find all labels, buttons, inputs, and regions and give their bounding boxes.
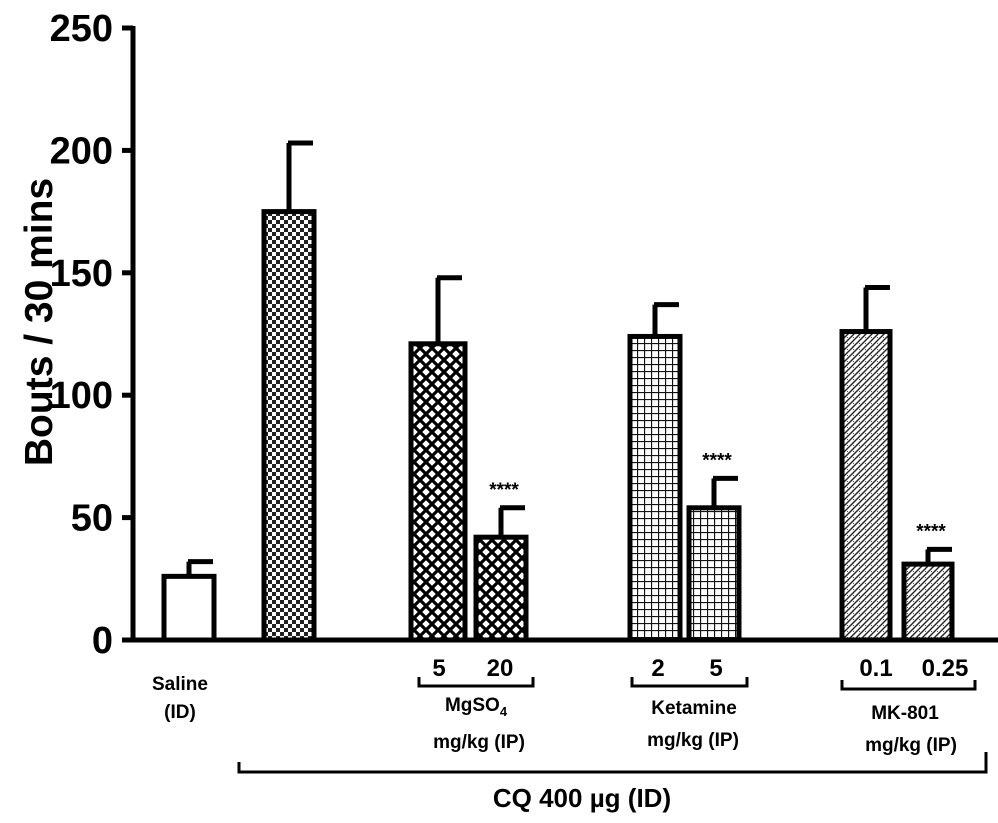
mk801-bracket — [840, 680, 977, 691]
cq-label: CQ 400 µg (ID) — [493, 783, 671, 813]
mgso4-units: mg/kg (IP) — [433, 732, 525, 753]
ketamine-units: mg/kg (IP) — [647, 730, 739, 751]
ketamine-name: Ketamine — [651, 698, 737, 719]
y-tick-label: 200 — [50, 130, 113, 172]
bar-saline-id — [161, 573, 217, 643]
saline-label-line2: (ID) — [164, 702, 196, 723]
ketamine-bracket — [630, 677, 749, 688]
mgso4-bracket — [417, 677, 535, 688]
mk801-dose-0-25: 0.25 — [922, 655, 969, 682]
y-tick-label: 0 — [92, 620, 113, 662]
y-tick-label: 150 — [50, 253, 113, 295]
ketamine-dose-2: 2 — [651, 655, 664, 682]
y-tick-label: 50 — [71, 498, 113, 540]
mk801-dose-0-1: 0.1 — [859, 655, 892, 682]
y-tick-label: 250 — [50, 8, 113, 50]
bars — [161, 209, 955, 643]
saline-label-line1: Saline — [152, 674, 208, 695]
mgso4-dose-5: 5 — [432, 655, 445, 682]
mk801-name: MK-801 — [871, 703, 939, 724]
y-axis-ticks: 0 50 100 150 200 250 — [50, 8, 133, 662]
bar-ketamine-2 — [627, 333, 683, 643]
bar-ketamine-5 — [686, 505, 742, 643]
mgso4-name: MgSO4 — [445, 695, 508, 719]
bar-mk-801-0-1 — [839, 329, 893, 643]
y-axis-label: Bouts / 30 mins — [18, 178, 61, 466]
y-tick-label: 100 — [50, 375, 113, 417]
bar-mgso4-5 — [408, 341, 468, 643]
bar-cq-400-g-id — [261, 209, 317, 643]
mgso4-dose-20: 20 — [487, 655, 514, 682]
significance-markers: **** **** **** — [489, 450, 946, 542]
significance-mk-801-0-25: **** — [916, 521, 946, 542]
ketamine-dose-5: 5 — [709, 655, 722, 682]
significance-mgso4-20: **** — [489, 480, 519, 501]
bar-mk-801-0-25 — [901, 561, 955, 643]
cq-bracket — [237, 752, 988, 774]
significance-ketamine-5: **** — [702, 450, 732, 471]
bar-mgso4-20 — [473, 534, 529, 643]
mk801-units: mg/kg (IP) — [865, 735, 957, 756]
error-bars — [186, 140, 952, 577]
